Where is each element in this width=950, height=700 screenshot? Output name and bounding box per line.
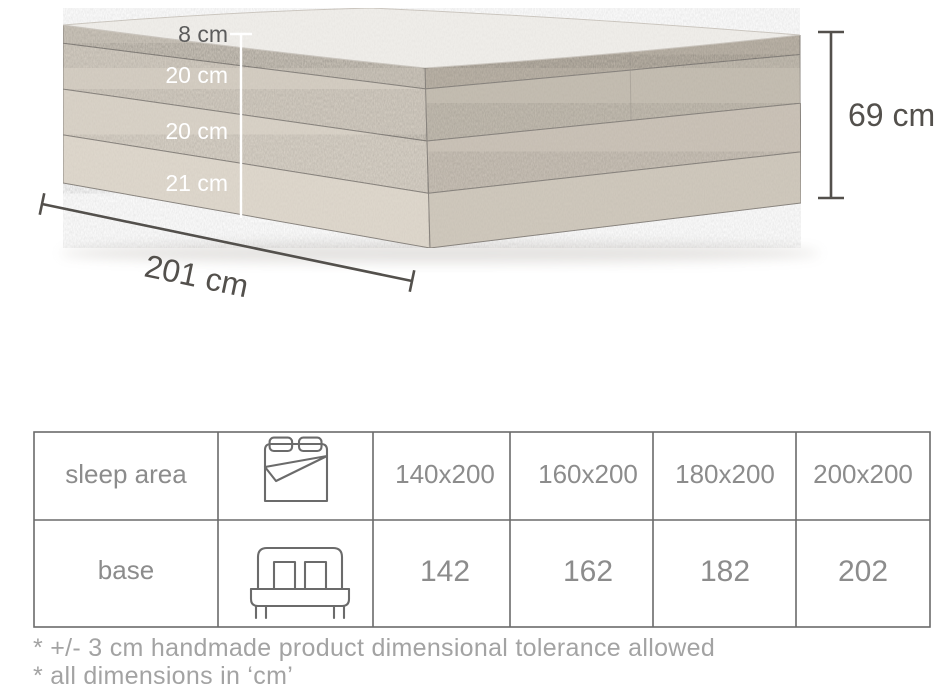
svg-text:8 cm: 8 cm	[178, 21, 228, 47]
svg-text:180x200: 180x200	[675, 459, 775, 489]
svg-text:* +/- 3 cm handmade product di: * +/- 3 cm handmade product dimensional …	[33, 634, 715, 662]
svg-text:162: 162	[563, 555, 613, 588]
svg-text:20 cm: 20 cm	[165, 62, 228, 88]
svg-text:182: 182	[700, 555, 750, 588]
svg-text:200x200: 200x200	[813, 459, 913, 489]
svg-text:160x200: 160x200	[538, 459, 638, 489]
svg-text:142: 142	[420, 555, 470, 588]
svg-text:* all dimensions in ‘cm’: * all dimensions in ‘cm’	[33, 662, 293, 690]
svg-text:20 cm: 20 cm	[165, 118, 228, 144]
svg-text:202: 202	[838, 555, 888, 588]
svg-text:base: base	[98, 555, 154, 585]
svg-text:69 cm: 69 cm	[848, 97, 935, 133]
svg-text:140x200: 140x200	[395, 459, 495, 489]
svg-text:21 cm: 21 cm	[165, 170, 228, 196]
svg-text:sleep area: sleep area	[65, 459, 187, 489]
